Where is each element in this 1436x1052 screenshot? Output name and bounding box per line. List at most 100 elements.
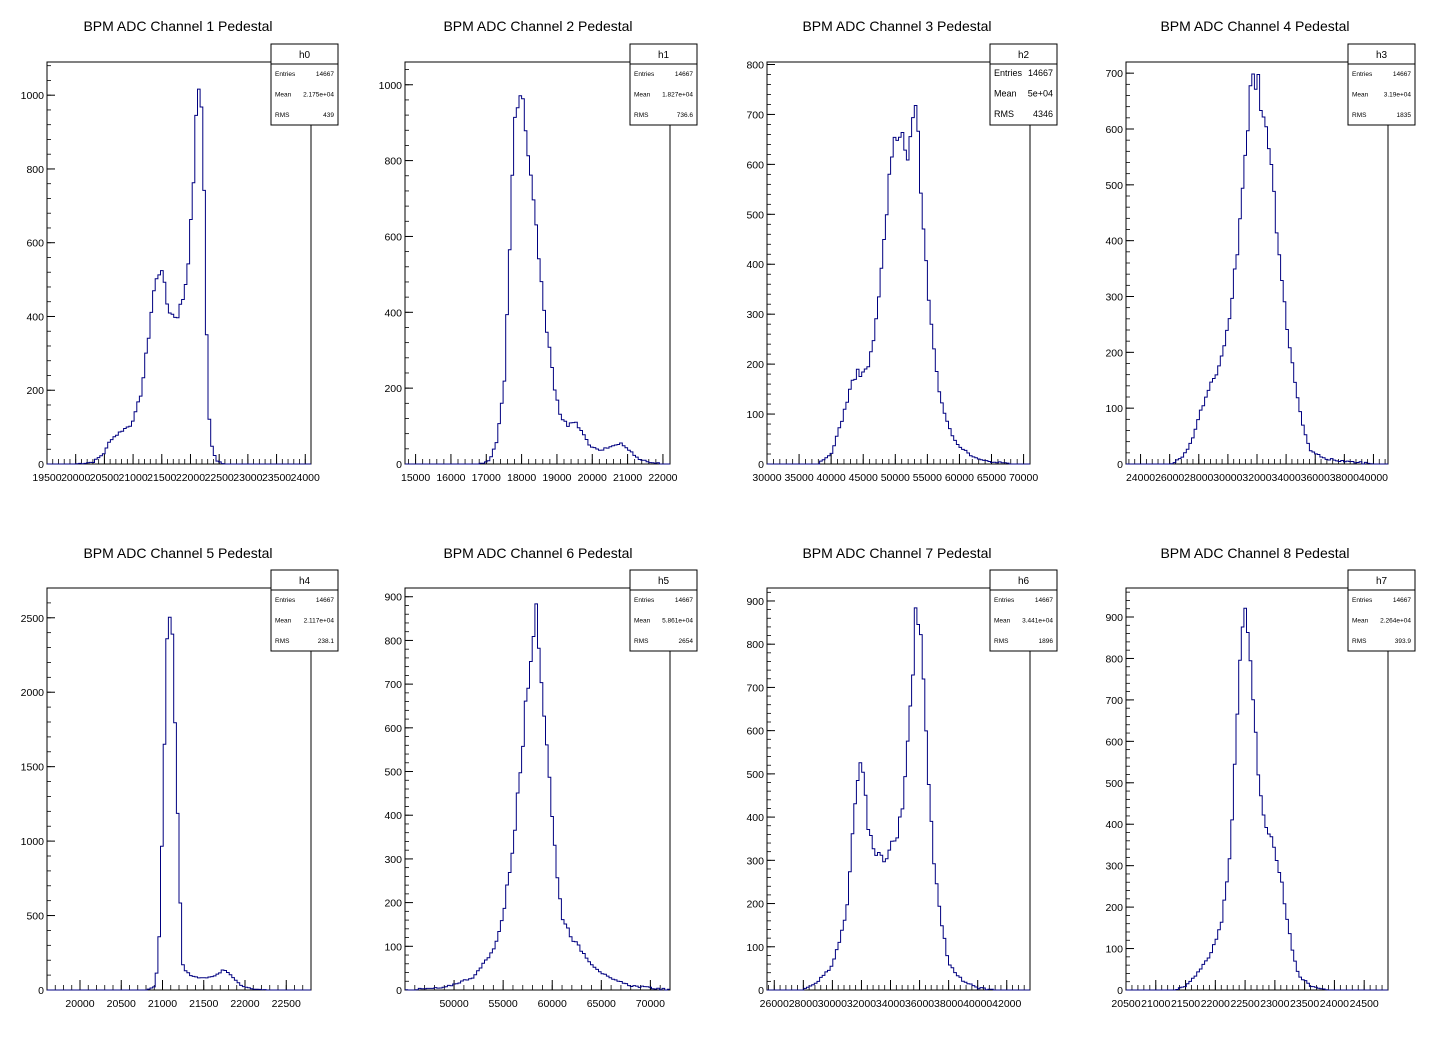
chart-title: BPM ADC Channel 1 Pedestal [83, 18, 272, 34]
y-tick-label: 400 [746, 812, 764, 824]
stats-value: 1896 [1039, 638, 1054, 645]
y-tick-label: 0 [758, 985, 764, 997]
x-tick-label: 36000 [905, 998, 934, 1010]
y-tick-label: 2000 [21, 687, 45, 699]
x-tick-label: 20500 [90, 472, 119, 484]
x-tick-label: 30000 [818, 998, 847, 1010]
stats-label: Entries [994, 68, 1023, 78]
y-tick-label: 200 [384, 383, 402, 395]
stats-label: Mean [634, 92, 651, 99]
x-tick-label: 38000 [934, 998, 963, 1010]
stats-hist-name: h0 [299, 50, 311, 61]
x-tick-label: 19000 [542, 472, 571, 484]
x-tick-label: 15000 [401, 472, 430, 484]
y-tick-label: 300 [746, 309, 764, 321]
y-tick-label: 2500 [21, 613, 45, 625]
y-tick-label: 300 [384, 854, 402, 866]
stats-hist-name: h7 [1376, 576, 1388, 587]
x-tick-label: 60000 [945, 472, 974, 484]
plot-frame [766, 587, 1031, 991]
stats-value: 14667 [1035, 597, 1053, 604]
y-tick-label: 1000 [21, 90, 45, 102]
y-tick-label: 200 [1105, 347, 1123, 359]
x-tick-label: 20500 [1111, 998, 1140, 1010]
stats-label: RMS [634, 112, 649, 119]
x-tick-label: 30000 [752, 472, 781, 484]
x-tick-label: 36000 [1301, 472, 1330, 484]
y-tick-label: 1500 [21, 762, 45, 774]
y-tick-label: 0 [1117, 459, 1123, 471]
stats-hist-name: h6 [1018, 576, 1030, 587]
y-tick-label: 0 [38, 985, 44, 997]
x-tick-label: 35000 [784, 472, 813, 484]
stats-value: 14667 [675, 597, 693, 604]
stats-value: 14667 [1393, 597, 1411, 604]
x-tick-label: 23500 [262, 472, 291, 484]
x-tick-label: 28000 [789, 998, 818, 1010]
x-tick-label: 40000 [817, 472, 846, 484]
stats-value: 14667 [316, 71, 334, 78]
y-tick-label: 100 [746, 942, 764, 954]
stats-label: Mean [1352, 92, 1369, 99]
y-tick-label: 100 [1105, 944, 1123, 956]
y-tick-label: 500 [384, 767, 402, 779]
histogram-panel-8: BPM ADC Channel 8 Pedestal 0 100 200 300 400 5… [1105, 545, 1416, 1010]
histogram-panel-7: BPM ADC Channel 7 Pedestal 0 100 200 300 400 5… [746, 545, 1058, 1010]
x-tick-label: 60000 [538, 998, 567, 1010]
stats-label: RMS [994, 638, 1009, 645]
stats-label: RMS [275, 112, 290, 119]
x-tick-label: 32000 [847, 998, 876, 1010]
stats-box [1347, 569, 1416, 652]
stats-value: 5.861e+04 [662, 618, 693, 625]
x-tick-label: 32000 [1242, 472, 1271, 484]
y-tick-label: 300 [746, 855, 764, 867]
histogram-line [1126, 73, 1388, 465]
stats-box [629, 569, 698, 652]
x-tick-label: 22000 [648, 472, 677, 484]
y-tick-label: 900 [384, 592, 402, 604]
stats-value: 439 [323, 112, 334, 119]
x-tick-label: 20000 [61, 472, 90, 484]
x-tick-label: 21500 [147, 472, 176, 484]
chart-title: BPM ADC Channel 8 Pedestal [1160, 545, 1349, 561]
x-tick-label: 26000 [1155, 472, 1184, 484]
stats-label: RMS [634, 638, 649, 645]
y-tick-label: 400 [1105, 236, 1123, 248]
y-tick-label: 600 [384, 231, 402, 243]
x-tick-label: 21500 [189, 998, 218, 1010]
x-tick-label: 30000 [1213, 472, 1242, 484]
x-tick-label: 22000 [176, 472, 205, 484]
y-tick-label: 800 [384, 635, 402, 647]
histogram-line [47, 88, 311, 465]
y-tick-label: 300 [1105, 292, 1123, 304]
stats-value: 14667 [316, 597, 334, 604]
x-tick-label: 70000 [636, 998, 665, 1010]
y-tick-label: 0 [1117, 985, 1123, 997]
stats-value: 14667 [1393, 71, 1411, 78]
x-tick-label: 18000 [507, 472, 536, 484]
chart-title: BPM ADC Channel 3 Pedestal [802, 18, 991, 34]
x-tick-label: 50000 [881, 472, 910, 484]
x-tick-label: 20000 [578, 472, 607, 484]
y-tick-label: 400 [746, 259, 764, 271]
x-tick-label: 55000 [489, 998, 518, 1010]
stats-label: Mean [275, 618, 292, 625]
y-tick-label: 200 [746, 899, 764, 911]
stats-value: 3.441e+04 [1022, 618, 1053, 625]
x-tick-label: 21500 [1171, 998, 1200, 1010]
stats-box [989, 43, 1058, 126]
histogram-line [405, 603, 670, 991]
stats-hist-name: h4 [299, 576, 311, 587]
y-tick-label: 200 [26, 385, 44, 397]
y-tick-label: 800 [746, 639, 764, 651]
x-tick-label: 34000 [1272, 472, 1301, 484]
histogram-line [767, 607, 1030, 991]
x-tick-label: 28000 [1184, 472, 1213, 484]
x-tick-label: 24000 [1320, 998, 1349, 1010]
y-tick-label: 500 [1105, 180, 1123, 192]
y-tick-label: 600 [746, 726, 764, 738]
x-tick-label: 21000 [118, 472, 147, 484]
stats-box [270, 43, 339, 126]
stats-label: RMS [994, 109, 1014, 119]
x-tick-label: 21000 [1141, 998, 1170, 1010]
